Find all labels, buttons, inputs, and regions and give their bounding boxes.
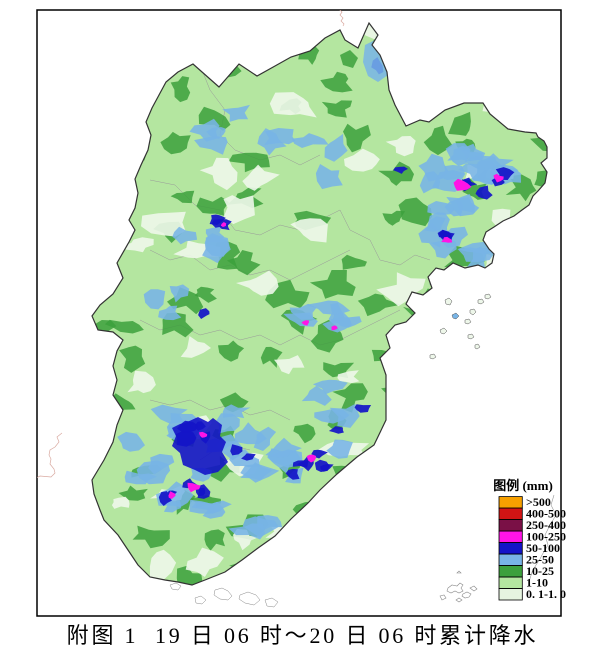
svg-text:0. 1-1. 0: 0. 1-1. 0: [526, 587, 566, 601]
svg-text:图例 (mm): 图例 (mm): [493, 478, 553, 493]
